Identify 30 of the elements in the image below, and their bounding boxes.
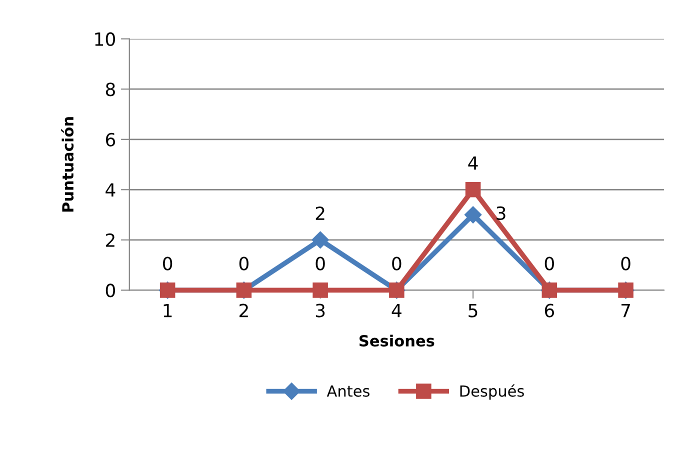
data-label: 0 — [544, 256, 554, 270]
y-tick-label: 2 — [106, 233, 114, 247]
data-label: 0 — [392, 256, 402, 270]
y-tick-label: 6 — [106, 132, 116, 146]
y-tick-label: 0 — [106, 284, 115, 298]
data-label: 0 — [163, 256, 172, 270]
y-tick-label: 4 — [106, 183, 116, 197]
data-label: 0 — [621, 256, 630, 270]
legend-label: Antes — [326, 385, 370, 397]
legend-label: Después — [460, 384, 524, 400]
point — [465, 182, 481, 198]
data-label: 4 — [468, 156, 478, 170]
y-axis-title: Puntuación — [61, 117, 74, 212]
x-tick-label: 5 — [468, 304, 478, 318]
point — [464, 206, 482, 224]
y-tick-label: 10 — [95, 32, 115, 46]
point — [312, 282, 328, 298]
x-tick-label: 7 — [622, 304, 630, 318]
y-tick-label: 8 — [106, 82, 115, 96]
data-label: 3 — [496, 206, 506, 220]
data-label: 0 — [316, 256, 325, 270]
point — [312, 231, 329, 248]
x-tick-label: 3 — [316, 304, 325, 318]
x-tick-label: 6 — [544, 304, 554, 318]
x-axis-title: Sesiones — [360, 334, 434, 347]
data-label: 0 — [239, 256, 248, 270]
x-tick-label: 1 — [164, 304, 172, 318]
x-tick-label: 4 — [392, 304, 402, 318]
x-tick-label: 2 — [240, 304, 248, 318]
data-label: 2 — [316, 206, 324, 220]
